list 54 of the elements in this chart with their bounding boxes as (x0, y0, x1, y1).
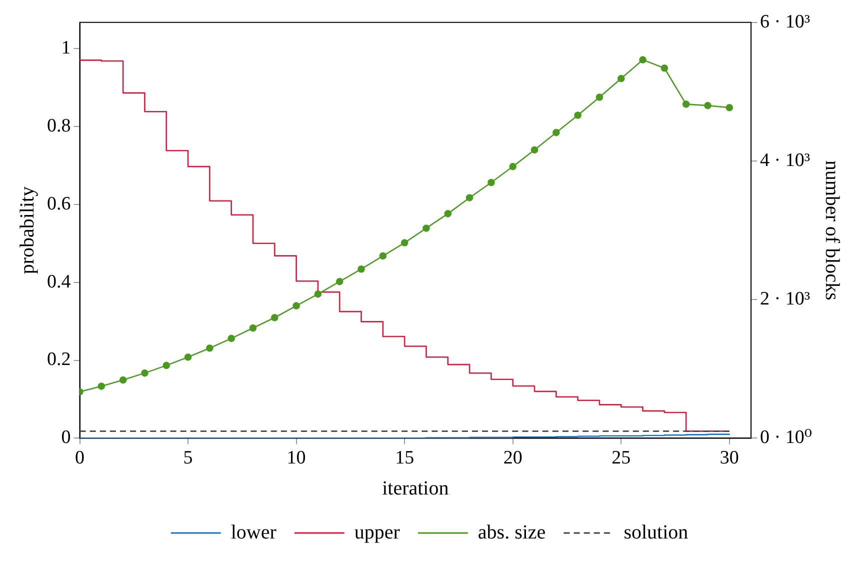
legend-label: abs. size (478, 521, 546, 544)
point (488, 178, 495, 186)
point (509, 162, 516, 170)
point (444, 210, 452, 218)
point (466, 194, 474, 202)
point (704, 102, 712, 110)
point (400, 239, 408, 246)
y-tick-label: 1 (61, 37, 71, 58)
point (358, 265, 365, 273)
legend-label: upper (354, 521, 400, 544)
point (228, 334, 235, 342)
point (292, 302, 300, 310)
x-tick-label: 20 (503, 448, 522, 469)
point (617, 74, 625, 82)
point (119, 376, 127, 384)
y2-tick-label: 4 · 10³ (760, 150, 810, 171)
point (270, 314, 278, 322)
x-axis-title: iteration (382, 477, 449, 500)
y2-axis-title: number of blocks (820, 160, 843, 300)
y-tick-label: 0.6 (47, 193, 71, 214)
point (162, 362, 170, 370)
y-tick-label: 0 (61, 427, 71, 448)
point (639, 56, 646, 64)
point (98, 382, 106, 390)
y-tick-label: 0.8 (47, 115, 71, 136)
y2-tick-label: 6 · 10³ (760, 11, 810, 32)
point (596, 94, 604, 101)
y2-tick-label: 0 · 10⁰ (760, 427, 812, 448)
x-tick-label: 30 (720, 448, 739, 469)
point (660, 64, 668, 72)
point (574, 112, 582, 119)
point (314, 290, 322, 298)
point (726, 104, 734, 112)
x-tick-label: 25 (612, 448, 631, 469)
x-tick-label: 15 (395, 448, 414, 469)
point (249, 324, 257, 332)
point (552, 128, 560, 136)
point (184, 353, 192, 361)
point (141, 369, 148, 377)
legend-label: solution (624, 521, 688, 544)
point (682, 100, 690, 108)
x-tick-label: 0 (75, 448, 84, 469)
y-tick-label: 0.2 (47, 349, 71, 370)
y-tick-label: 0.4 (47, 271, 72, 292)
point (379, 252, 387, 260)
point (530, 146, 538, 154)
point (336, 278, 344, 286)
legend-label: lower (230, 521, 277, 544)
x-tick-label: 5 (183, 448, 193, 469)
x-tick-label: 10 (286, 448, 306, 469)
y-axis-title: probability (16, 186, 38, 274)
y2-tick-label: 2 · 10³ (760, 288, 810, 310)
point (206, 344, 214, 352)
point (422, 224, 430, 232)
